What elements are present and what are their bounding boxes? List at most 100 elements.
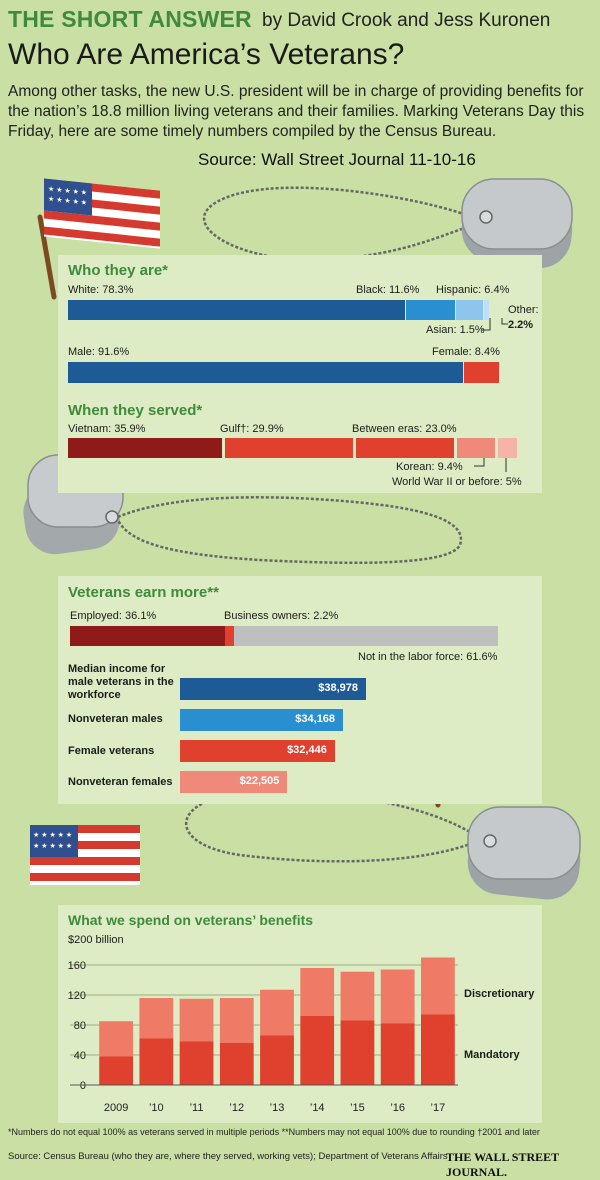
income-value-nonvet-females: $22,505 [239, 775, 280, 787]
bar-mandatory [340, 1020, 375, 1085]
y-tick-label: 0 [80, 1080, 86, 1092]
svg-text:★ ★ ★ ★ ★: ★ ★ ★ ★ ★ [33, 831, 72, 839]
x-tick-label: ’10 [149, 1102, 164, 1114]
bar-discretionary [260, 989, 294, 1036]
labor-seg-not-in-force [234, 626, 498, 646]
headline: Who Are America’s Veterans? [8, 38, 405, 71]
panel-spending [58, 905, 542, 1123]
label-other-value: 2.2% [508, 319, 534, 331]
bar-mandatory [380, 1023, 415, 1085]
x-tick-label: ’16 [390, 1102, 405, 1114]
bar-discretionary [219, 998, 254, 1043]
era-seg-ww2 [498, 438, 517, 458]
bar-mandatory [300, 1016, 335, 1085]
bar-mandatory [139, 1038, 174, 1085]
x-tick-label: ’14 [310, 1102, 325, 1114]
label-employed: Employed: 36.1% [70, 610, 157, 622]
race-seg-other [490, 300, 499, 320]
label-asian: Asian: 1.5% [426, 324, 485, 336]
source-note: Source: Wall Street Journal 11-10-16 [198, 150, 476, 169]
bar-mandatory [179, 1041, 214, 1085]
era-seg-between [356, 438, 454, 458]
income-value-nonvet-males: $34,168 [295, 713, 336, 725]
race-seg-hispanic [456, 300, 483, 320]
y-tick-label: 80 [74, 1020, 86, 1032]
gender-seg-male [68, 362, 463, 383]
when-they-served-title: When they served* [68, 402, 203, 419]
era-seg-vietnam [68, 438, 223, 458]
gender-bar [68, 362, 500, 383]
income-value-male-vets: $38,978 [318, 682, 358, 694]
veterans-earn-title: Veterans earn more** [68, 584, 219, 601]
income-label-female-vets: Female veterans [68, 745, 155, 757]
bar-discretionary [340, 971, 375, 1021]
asian-leader-line [482, 318, 508, 331]
x-tick-label: ’15 [350, 1102, 365, 1114]
label-hispanic: Hispanic: 6.4% [436, 284, 510, 296]
dog-tags-icon [185, 791, 581, 900]
era-seg-gulf [225, 438, 354, 458]
dog-tags-icon [203, 178, 573, 269]
bar-mandatory [219, 1043, 254, 1085]
era-leader-lines [474, 458, 507, 472]
label-between-eras: Between eras: 23.0% [352, 423, 457, 435]
label-ww2: World War II or before: 5% [392, 476, 522, 488]
income-label-male-vets: Median income for male veterans in the w… [68, 663, 174, 701]
race-seg-black [406, 300, 456, 320]
bar-mandatory [99, 1056, 134, 1085]
labor-bar [70, 626, 498, 646]
legend-discretionary: Discretionary [464, 988, 535, 1000]
footer-brand: THE WALL STREET JOURNAL. [446, 1150, 559, 1179]
who-they-are-title: Who they are* [68, 262, 169, 279]
label-white: White: 78.3% [68, 284, 134, 296]
spending-unit-label: $200 billion [68, 934, 124, 946]
svg-text:★ ★ ★ ★ ★: ★ ★ ★ ★ ★ [33, 842, 72, 850]
label-not-in-labor-force: Not in the labor force: 61.6% [358, 651, 498, 663]
us-flag-icon: ★ ★ ★ ★ ★ ★ ★ ★ ★ ★ [37, 178, 160, 300]
label-female: Female: 8.4% [432, 346, 500, 358]
labor-seg-employed [70, 626, 225, 646]
header-kicker: THE SHORT ANSWER [8, 6, 252, 32]
income-bar-male-vets: $38,978 [180, 678, 366, 700]
income-bar-nonvet-females: $22,505 [180, 771, 288, 793]
race-seg-white [68, 300, 406, 320]
label-black: Black: 11.6% [356, 284, 420, 296]
income-bar-nonvet-males: $34,168 [180, 709, 344, 731]
income-bar-female-vets: $32,446 [180, 740, 335, 762]
x-tick-label: ’17 [431, 1102, 446, 1114]
bar-discretionary [139, 998, 174, 1039]
bar-mandatory [260, 1035, 294, 1085]
label-business-owners: Business owners: 2.2% [224, 610, 339, 622]
bar-discretionary [300, 968, 335, 1016]
income-value-female-vets: $32,446 [287, 744, 327, 756]
label-vietnam: Vietnam: 35.9% [68, 423, 146, 435]
income-label-nonvet-females: Nonveteran females [68, 776, 173, 788]
x-tick-label: ’11 [190, 1102, 204, 1114]
header-byline: by David Crook and Jess Kuronen [262, 10, 551, 31]
footer-source: Source: Census Bureau (who they are, whe… [8, 1151, 448, 1162]
income-label-nonvet-males: Nonveteran males [68, 713, 163, 725]
bar-discretionary [99, 1021, 134, 1057]
gender-seg-female [463, 362, 499, 383]
era-bar [68, 438, 520, 458]
bar-discretionary [179, 998, 214, 1042]
bar-discretionary [420, 957, 455, 1015]
spending-title: What we spend on veterans’ benefits [68, 912, 314, 928]
race-bar [68, 300, 500, 320]
race-seg-asian [484, 300, 490, 320]
y-tick-label: 40 [74, 1050, 86, 1062]
x-tick-label: ’13 [270, 1102, 285, 1114]
label-korean: Korean: 9.4% [396, 461, 463, 473]
labor-seg-business [224, 626, 235, 646]
era-seg-korean [456, 438, 496, 458]
us-flag-icon: ★ ★ ★ ★ ★ ★ ★ ★ ★ ★ [30, 825, 140, 885]
x-tick-label: ’12 [229, 1102, 244, 1114]
bar-discretionary [380, 969, 415, 1024]
y-tick-label: 160 [68, 960, 86, 972]
bar-mandatory [420, 1014, 455, 1085]
y-tick-label: 120 [68, 990, 86, 1002]
label-other: Other: [508, 304, 539, 316]
x-tick-label: 2009 [104, 1102, 128, 1114]
spending-chart: 160 120 80 40 0 2009 ’10 ’11 ’12 ’13 ’14 ’15 ’16 ’17 [68, 957, 458, 1114]
footer-notes: *Numbers do not equal 100% as veterans s… [8, 1127, 540, 1137]
